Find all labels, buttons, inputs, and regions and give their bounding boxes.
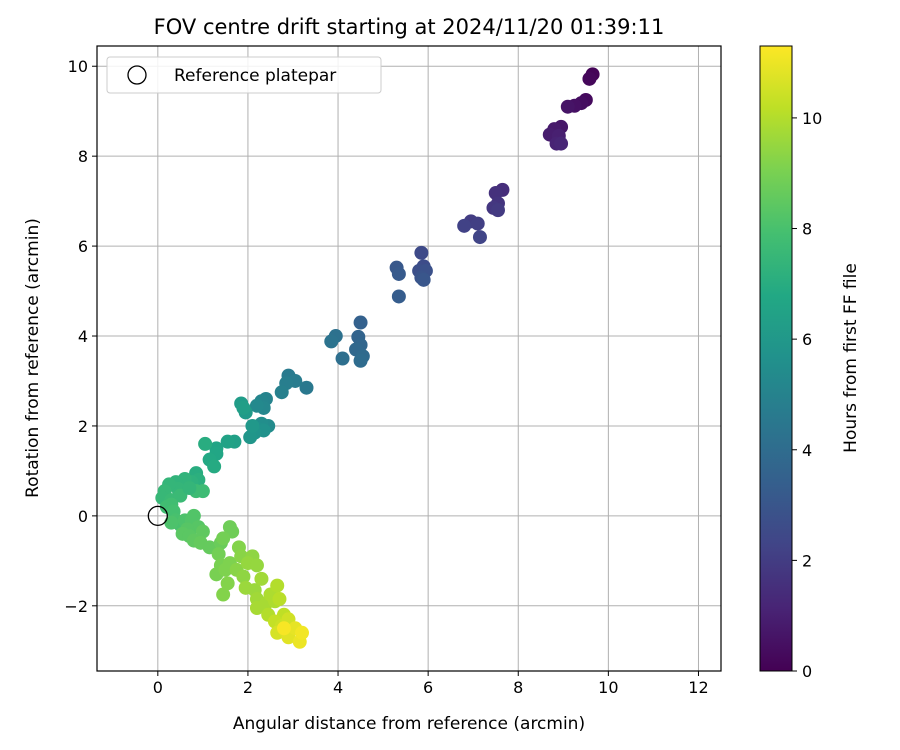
colorbar-tick-label: 2	[802, 551, 812, 570]
colorbar-gradient	[759, 45, 793, 672]
data-point	[560, 99, 575, 114]
reference-platepar-marker	[147, 505, 168, 527]
data-point	[490, 203, 505, 218]
data-point	[195, 484, 210, 499]
data-point	[470, 216, 485, 231]
data-point	[272, 592, 287, 607]
data-point	[236, 569, 251, 584]
plot-frame	[96, 45, 722, 672]
data-point	[276, 621, 291, 636]
legend-marker-icon	[127, 65, 147, 85]
legend-box	[106, 56, 382, 94]
data-point	[554, 136, 569, 151]
data-point	[216, 587, 231, 602]
data-point	[207, 459, 222, 474]
data-point	[324, 334, 339, 349]
data-point	[249, 398, 264, 413]
data-point	[416, 272, 431, 287]
x-tick-label: 10	[598, 678, 618, 697]
data-point	[195, 524, 210, 539]
x-tick-label: 8	[513, 678, 523, 697]
chart-title: FOV centre drift starting at 2024/11/20 …	[154, 15, 665, 39]
y-tick-label: 0	[78, 507, 88, 526]
x-tick-label: 2	[243, 678, 253, 697]
data-point	[270, 578, 285, 593]
data-points	[155, 67, 600, 649]
legend-label: Reference platepar	[174, 66, 336, 86]
data-point	[472, 230, 487, 245]
data-point	[186, 508, 201, 523]
x-axis-label: Angular distance from reference (arcmin)	[233, 714, 585, 734]
y-axis-ticks: −2 0 2 4 6 8 10	[64, 57, 97, 616]
data-point	[274, 385, 289, 400]
reference-point	[147, 505, 168, 527]
data-point	[294, 625, 309, 640]
data-point	[353, 353, 368, 368]
data-point	[243, 430, 258, 445]
x-tick-label: 0	[153, 678, 163, 697]
y-tick-label: 2	[78, 417, 88, 436]
x-tick-label: 12	[688, 678, 708, 697]
data-point	[182, 480, 197, 495]
data-point	[414, 245, 429, 260]
data-point	[164, 515, 179, 530]
grid-lines	[97, 46, 721, 671]
data-point	[245, 418, 260, 433]
x-axis-ticks: 0 2 4 6 8 10 12	[153, 671, 709, 697]
y-tick-label: 6	[78, 237, 88, 256]
y-axis-label: Rotation from reference (arcmin)	[23, 218, 43, 498]
data-point	[254, 571, 269, 586]
colorbar-label: Hours from first FF file	[841, 263, 861, 453]
colorbar: 0 2 4 6 8 10 Hours from first FF file	[759, 45, 861, 681]
data-point	[335, 351, 350, 366]
data-point	[216, 531, 231, 546]
x-tick-label: 6	[423, 678, 433, 697]
colorbar-ticks: 0 2 4 6 8 10	[792, 109, 822, 681]
data-point	[198, 436, 213, 451]
colorbar-tick-label: 10	[802, 109, 822, 128]
y-tick-label: −2	[64, 597, 88, 616]
legend: Reference platepar	[106, 56, 382, 94]
data-point	[249, 558, 264, 573]
data-point	[211, 547, 226, 562]
y-tick-label: 10	[68, 57, 88, 76]
colorbar-tick-label: 4	[802, 441, 812, 460]
y-tick-label: 4	[78, 327, 88, 346]
colorbar-tick-label: 8	[802, 220, 812, 239]
data-point	[457, 218, 472, 233]
data-point	[391, 289, 406, 304]
x-tick-label: 4	[333, 678, 343, 697]
y-tick-label: 8	[78, 147, 88, 166]
data-point	[353, 315, 368, 330]
colorbar-tick-label: 6	[802, 330, 812, 349]
data-point	[391, 266, 406, 281]
data-point	[582, 71, 597, 86]
data-point	[249, 601, 264, 616]
data-point	[236, 400, 251, 415]
colorbar-tick-label: 0	[802, 662, 812, 681]
data-point	[299, 380, 314, 395]
data-point	[220, 434, 235, 449]
data-point	[220, 576, 235, 591]
